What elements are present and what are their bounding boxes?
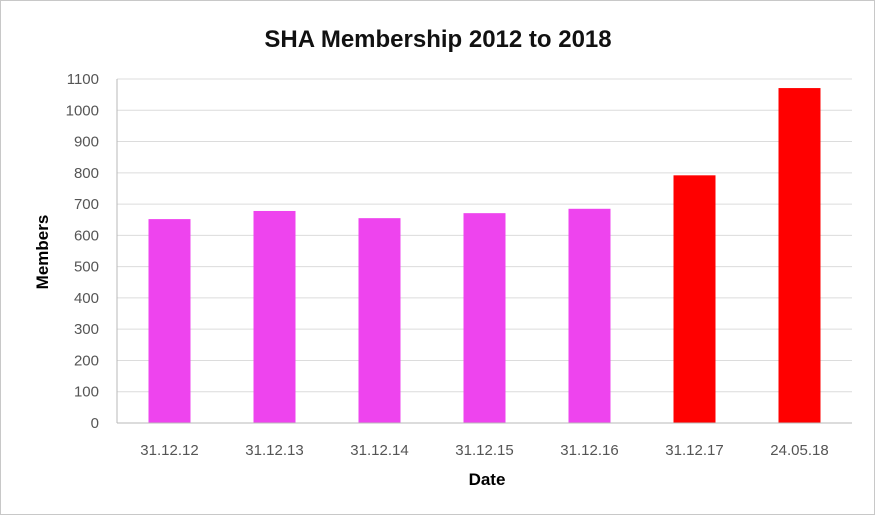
y-tick-label: 700 [74,196,99,213]
y-tick-label: 500 [74,259,99,276]
x-tick-label: 31.12.16 [560,442,618,459]
chart-title: SHA Membership 2012 to 2018 [264,26,611,53]
y-tick-label: 300 [74,321,99,338]
bar-31.12.17 [673,175,716,423]
y-tick-label: 900 [74,134,99,151]
x-tick-label: 24.05.18 [770,442,828,459]
bar-31.12.13 [253,210,296,423]
bars [148,88,821,423]
bar-24.05.18 [778,88,821,423]
x-tick-label: 31.12.15 [455,442,513,459]
bar-31.12.16 [568,208,611,423]
x-tick-label: 31.12.14 [350,442,408,459]
y-axis-ticks: 0 100 200 300 400 500 600 700 800 900 1000 1100 [66,71,99,432]
y-tick-label: 1100 [67,71,99,88]
x-tick-label: 31.12.12 [140,442,198,459]
y-tick-label: 0 [91,415,99,432]
y-tick-label: 600 [74,227,99,244]
y-tick-label: 400 [74,290,99,307]
y-tick-label: 100 [74,384,99,401]
x-axis-title: Date [469,470,506,489]
bar-31.12.14 [358,218,401,423]
y-tick-label: 800 [74,165,99,182]
bar-31.12.12 [148,219,191,423]
x-axis-ticks: 31.12.12 31.12.13 31.12.14 31.12.15 31.12.16… [140,442,828,459]
x-tick-label: 31.12.17 [665,442,723,459]
y-axis-title: Members [33,215,52,290]
x-tick-label: 31.12.13 [245,442,303,459]
y-tick-label: 200 [74,352,99,369]
y-tick-label: 1000 [66,102,99,119]
bar-31.12.15 [463,213,506,423]
